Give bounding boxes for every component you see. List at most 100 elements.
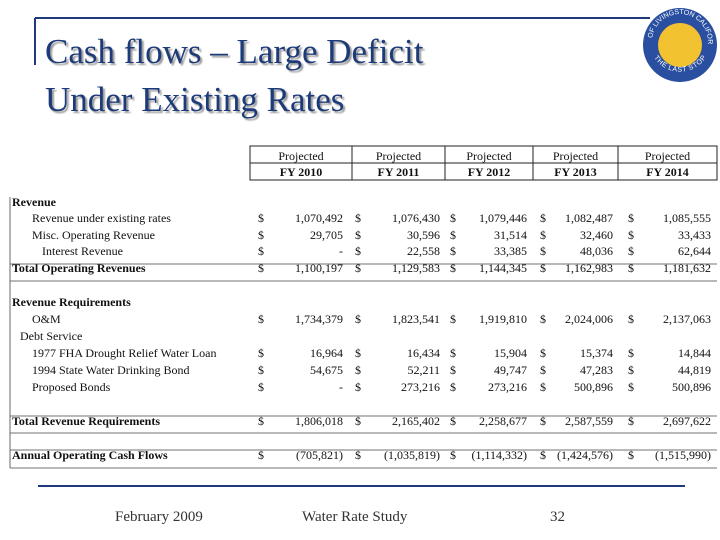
currency: $ <box>258 228 264 242</box>
currency: $ <box>355 261 361 275</box>
cell-value: 1,100,197 <box>295 261 343 275</box>
currency: $ <box>450 312 456 326</box>
cell-value: (1,114,332) <box>471 448 527 462</box>
currency: $ <box>450 414 456 428</box>
row-label: Revenue under existing rates <box>32 211 171 225</box>
cell-value: 1,162,983 <box>565 261 613 275</box>
currency: $ <box>258 244 264 258</box>
row-label: Debt Service <box>20 329 82 343</box>
cell-value: 52,211 <box>407 363 440 377</box>
currency: $ <box>450 346 456 360</box>
currency: $ <box>450 363 456 377</box>
currency: $ <box>628 363 634 377</box>
currency: $ <box>628 346 634 360</box>
row-label: O&M <box>32 312 61 326</box>
row-label: Revenue Requirements <box>12 295 131 309</box>
currency: $ <box>355 228 361 242</box>
row-label: Proposed Bonds <box>32 380 111 394</box>
currency: $ <box>450 261 456 275</box>
currency: $ <box>628 414 634 428</box>
cell-value: 1,079,446 <box>479 211 527 225</box>
currency: $ <box>628 228 634 242</box>
cell-value: 32,460 <box>580 228 613 242</box>
currency: $ <box>258 211 264 225</box>
cell-value: 16,964 <box>310 346 343 360</box>
logo-center <box>658 23 702 67</box>
currency: $ <box>258 414 264 428</box>
footer-study: Water Rate Study <box>302 509 408 525</box>
column-header: FY 2010 <box>280 165 323 179</box>
currency: $ <box>258 363 264 377</box>
currency: $ <box>628 448 634 462</box>
currency: $ <box>258 448 264 462</box>
row-label: Revenue <box>12 195 57 209</box>
cell-value: 48,036 <box>580 244 613 258</box>
cell-value: 1,082,487 <box>565 211 613 225</box>
currency: $ <box>540 448 546 462</box>
currency: $ <box>540 244 546 258</box>
cell-value: 500,896 <box>672 380 711 394</box>
currency: $ <box>258 312 264 326</box>
cell-value: 1,734,379 <box>295 312 343 326</box>
row-label: 1994 State Water Drinking Bond <box>32 363 189 377</box>
cell-value: 2,024,006 <box>565 312 613 326</box>
currency: $ <box>540 261 546 275</box>
currency: $ <box>355 363 361 377</box>
cell-value: (1,424,576) <box>557 448 613 462</box>
currency: $ <box>628 312 634 326</box>
footer-page: 32 <box>550 509 565 525</box>
cell-value: 31,514 <box>494 228 527 242</box>
cell-value: 54,675 <box>310 363 343 377</box>
cell-value: 47,283 <box>580 363 613 377</box>
currency: $ <box>258 380 264 394</box>
cell-value: 2,697,622 <box>663 414 711 428</box>
currency: $ <box>540 363 546 377</box>
cell-value: 16,434 <box>407 346 440 360</box>
cell-value: 15,374 <box>580 346 613 360</box>
cell-value: 44,819 <box>678 363 711 377</box>
cell-value: 1,806,018 <box>295 414 343 428</box>
row-label: Annual Operating Cash Flows <box>12 448 168 462</box>
column-header: Projected <box>278 149 323 163</box>
currency: $ <box>355 244 361 258</box>
cell-value: 273,216 <box>488 380 527 394</box>
currency: $ <box>450 228 456 242</box>
cell-value: (1,035,819) <box>384 448 440 462</box>
currency: $ <box>628 244 634 258</box>
cell-value: 14,844 <box>678 346 711 360</box>
cell-value: - <box>339 244 343 258</box>
cell-value: 1,070,492 <box>295 211 343 225</box>
cell-value: 273,216 <box>401 380 440 394</box>
cell-value: 2,587,559 <box>565 414 613 428</box>
row-label: Interest Revenue <box>42 244 123 258</box>
column-header: Projected <box>645 149 690 163</box>
column-header: Projected <box>553 149 598 163</box>
currency: $ <box>355 380 361 394</box>
column-header: FY 2013 <box>554 165 597 179</box>
cell-value: 1,076,430 <box>392 211 440 225</box>
cell-value: 1,085,555 <box>663 211 711 225</box>
cell-value: 22,558 <box>407 244 440 258</box>
row-label: Total Revenue Requirements <box>12 414 160 428</box>
footer-date: February 2009 <box>115 509 203 525</box>
column-header: Projected <box>376 149 421 163</box>
title-line: Cash flows – Large Deficit <box>45 32 424 71</box>
cell-value: 2,137,063 <box>663 312 711 326</box>
cell-value: 1,144,345 <box>479 261 527 275</box>
currency: $ <box>540 228 546 242</box>
cell-value: (1,515,990) <box>655 448 711 462</box>
title-line: Under Existing Rates <box>45 80 344 119</box>
currency: $ <box>450 448 456 462</box>
currency: $ <box>540 312 546 326</box>
currency: $ <box>450 211 456 225</box>
cell-value: 500,896 <box>574 380 613 394</box>
currency: $ <box>355 414 361 428</box>
column-header: Projected <box>466 149 511 163</box>
currency: $ <box>450 244 456 258</box>
currency: $ <box>628 261 634 275</box>
currency: $ <box>258 261 264 275</box>
currency: $ <box>355 346 361 360</box>
cell-value: 1,919,810 <box>479 312 527 326</box>
currency: $ <box>355 448 361 462</box>
